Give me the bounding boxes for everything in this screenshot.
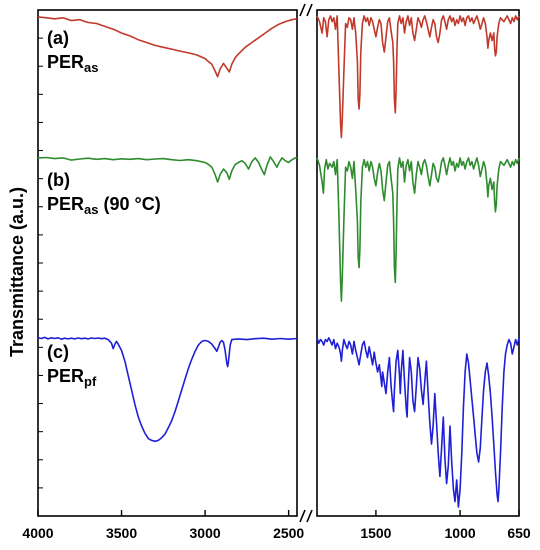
spectrum-line-left (37, 156, 297, 183)
series-label-name: PERpf (47, 366, 97, 389)
right-panel-frame (316, 9, 520, 517)
series-layer (37, 15, 520, 508)
series-label-index: (c) (47, 342, 69, 362)
spectrum-line-left (37, 16, 298, 78)
axis-ticks: 4000 3500 3000 2500 1500 1000 650 (22, 37, 531, 541)
y-axis-title: Transmittance (a.u.) (7, 187, 27, 357)
x-tick-label: 1500 (360, 525, 391, 541)
left-panel-frame (37, 9, 298, 517)
axis-break-top (299, 3, 313, 17)
series-label-index: (b) (47, 170, 70, 190)
x-tick-label: 4000 (22, 525, 53, 541)
spectrum-line-right (316, 157, 520, 302)
series-label-layer: (a) PERas (b) PERas (90 °C) (c) PERpf (47, 28, 161, 389)
x-tick-label: 2500 (273, 525, 304, 541)
series-label-index: (a) (47, 28, 69, 48)
series-label-name: PERas (47, 52, 98, 75)
x-tick-label: 650 (507, 525, 531, 541)
axis-break-bottom (299, 509, 313, 523)
x-tick-label: 1000 (445, 525, 476, 541)
spectrum-line-right (316, 15, 520, 139)
x-tick-label: 3500 (106, 525, 137, 541)
spectrum-line-right (316, 337, 520, 508)
x-tick-label: 3000 (190, 525, 221, 541)
spectrum-line-left (37, 336, 298, 443)
series-label-name: PERas (90 °C) (47, 194, 161, 217)
